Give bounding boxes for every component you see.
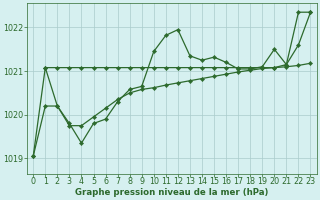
X-axis label: Graphe pression niveau de la mer (hPa): Graphe pression niveau de la mer (hPa)	[75, 188, 268, 197]
